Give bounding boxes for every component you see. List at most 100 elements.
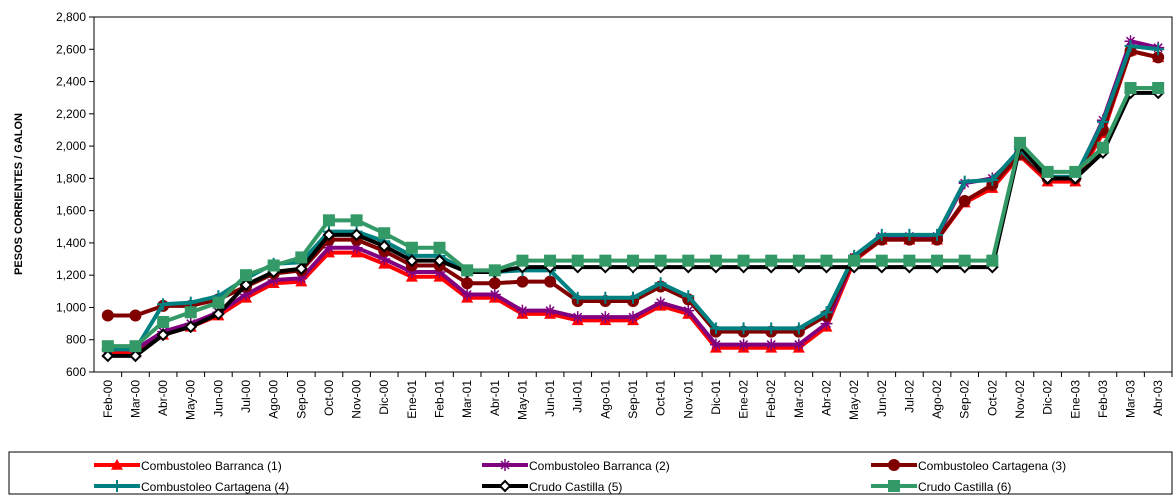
data-point <box>433 241 446 254</box>
data-point <box>958 175 971 188</box>
legend-label: Crudo Castilla (6) <box>918 480 1011 494</box>
data-point <box>875 254 888 267</box>
data-point <box>792 338 805 351</box>
legend-label: Combustoleo Barranca (1) <box>141 459 282 473</box>
data-point <box>820 254 833 267</box>
data-point <box>295 251 308 264</box>
data-point <box>709 322 722 335</box>
data-point <box>737 322 750 335</box>
data-point <box>792 254 805 267</box>
legend-item: Combustoleo Barranca (1) <box>94 459 282 473</box>
x-tick-label: May-00 <box>184 380 198 420</box>
x-tick-label: Feb-00 <box>101 380 115 418</box>
x-tick-label: Ene-01 <box>405 380 419 419</box>
legend-marker <box>111 459 123 470</box>
data-point <box>654 254 667 267</box>
data-point <box>765 254 778 267</box>
data-point <box>986 254 999 267</box>
data-point <box>240 288 253 301</box>
data-point <box>350 241 363 254</box>
data-point <box>516 304 529 317</box>
data-point <box>848 254 861 267</box>
data-point <box>488 277 501 290</box>
x-tick-label: Nov-01 <box>681 380 695 419</box>
data-point <box>903 254 916 267</box>
data-point <box>931 228 944 241</box>
data-point <box>184 306 197 319</box>
data-point <box>322 228 336 242</box>
legend-item: Combustoleo Cartagena (4) <box>94 480 289 494</box>
data-point <box>931 254 944 267</box>
x-tick-label: Dic-01 <box>709 380 723 415</box>
data-point <box>129 349 142 363</box>
x-tick-label: Mar-00 <box>128 380 142 418</box>
data-point <box>958 194 971 207</box>
data-point <box>1069 165 1082 178</box>
data-point <box>129 309 142 322</box>
x-tick-label: Abr-01 <box>488 380 502 416</box>
x-tick-label: Oct-02 <box>985 380 999 416</box>
y-tick-label: 1,200 <box>56 268 86 282</box>
data-point <box>571 311 584 324</box>
data-point <box>903 228 916 241</box>
x-tick-label: Jun-02 <box>875 380 889 417</box>
data-point <box>378 227 391 240</box>
data-point <box>1124 82 1137 94</box>
legend-item: Crudo Castilla (5) <box>482 479 622 494</box>
data-point <box>544 304 557 317</box>
data-point <box>682 304 695 317</box>
x-tick-label: Oct-00 <box>322 380 336 416</box>
x-tick-label: Jul-02 <box>902 380 916 413</box>
data-point <box>378 253 391 266</box>
data-point <box>709 338 722 351</box>
data-point <box>765 338 778 351</box>
x-tick-label: Ago-02 <box>930 380 944 419</box>
data-point <box>461 277 474 290</box>
x-tick-label: Feb-03 <box>1096 380 1110 418</box>
x-tick-label: Mar-03 <box>1124 380 1138 418</box>
legend-item: Combustoleo Barranca (2) <box>482 459 670 473</box>
x-tick-label: Jun-01 <box>543 380 557 417</box>
data-point <box>322 241 335 254</box>
data-point <box>433 254 446 268</box>
data-point <box>1124 40 1137 53</box>
x-tick-label: Nov-02 <box>1013 380 1027 419</box>
x-tick-label: Nov-00 <box>350 380 364 419</box>
legend-box <box>8 451 1173 495</box>
data-point <box>599 254 612 267</box>
data-point <box>654 277 667 290</box>
data-point <box>211 307 225 321</box>
x-tick-label: Sep-02 <box>958 380 972 419</box>
legend-marker <box>498 479 512 493</box>
data-point <box>1013 136 1026 149</box>
y-tick-label: 2,600 <box>56 42 86 56</box>
x-tick-label: Abr-00 <box>156 380 170 416</box>
y-tick-label: 1,400 <box>56 236 86 250</box>
x-tick-label: Mar-01 <box>460 380 474 418</box>
x-tick-label: Feb-02 <box>764 380 778 418</box>
data-point <box>405 265 418 278</box>
y-tick-label: 2,800 <box>56 10 86 24</box>
data-point <box>654 296 667 309</box>
data-point <box>267 274 280 287</box>
data-point <box>627 254 639 267</box>
data-point <box>101 309 114 322</box>
data-point <box>212 296 225 309</box>
data-point <box>461 264 474 277</box>
data-point <box>986 173 999 186</box>
data-point <box>792 322 805 335</box>
data-point <box>1152 82 1165 94</box>
data-point <box>627 291 639 304</box>
data-point <box>516 254 529 267</box>
x-tick-label: Sep-01 <box>626 380 640 419</box>
legend-item: Crudo Castilla (6) <box>871 480 1011 494</box>
y-tick-label: 800 <box>66 333 86 347</box>
data-point <box>101 349 115 363</box>
data-point <box>682 290 695 303</box>
data-point <box>239 278 253 292</box>
data-point <box>1152 51 1165 64</box>
data-point <box>157 315 170 328</box>
x-tick-label: Sep-00 <box>294 380 308 419</box>
data-point <box>129 340 142 353</box>
